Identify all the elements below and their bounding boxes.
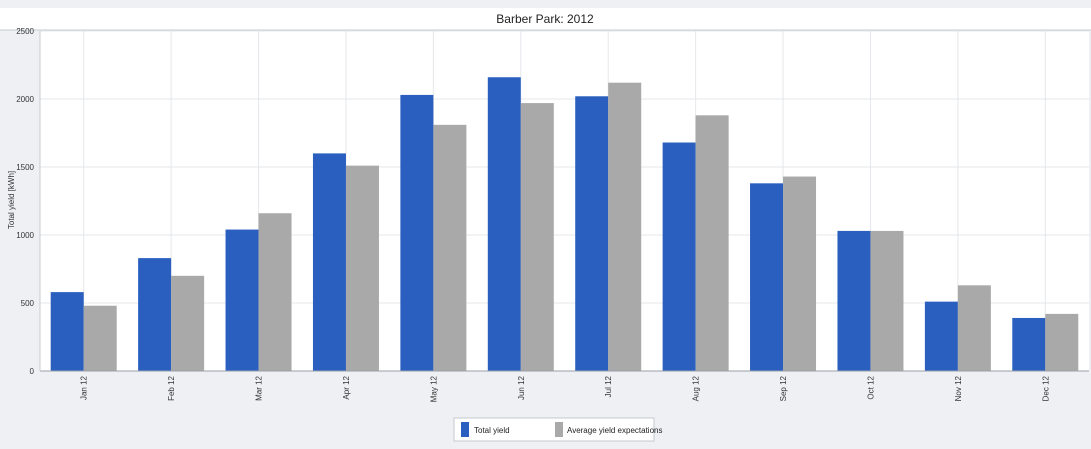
bar-average-yield-5 bbox=[520, 103, 554, 371]
x-tick-label: Oct 12 bbox=[866, 375, 875, 399]
y-tick-label: 0 bbox=[30, 367, 35, 376]
x-tick-label: Jul 12 bbox=[604, 375, 613, 397]
bar-total-yield-11 bbox=[1012, 317, 1046, 371]
bar-total-yield-6 bbox=[575, 96, 609, 371]
chart-title-bar bbox=[0, 8, 1091, 30]
bar-average-yield-9 bbox=[870, 230, 904, 371]
bar-average-yield-1 bbox=[171, 275, 205, 371]
bar-total-yield-10 bbox=[924, 301, 958, 371]
bar-average-yield-0 bbox=[83, 305, 117, 371]
x-tick-label: May 12 bbox=[429, 375, 438, 402]
legend-label-average-yield: Average yield expectations bbox=[567, 426, 662, 435]
bar-average-yield-4 bbox=[433, 124, 467, 371]
x-tick-label: Sep 12 bbox=[779, 375, 788, 401]
legend-box bbox=[453, 417, 655, 442]
y-tick-labels: 0 500 1000 1500 2000 2500 bbox=[16, 27, 34, 376]
y-tick-label: 2000 bbox=[16, 95, 34, 104]
y-tick-label: 500 bbox=[21, 299, 35, 308]
legend-swatch-average-yield bbox=[555, 422, 563, 437]
x-tick-label: Apr 12 bbox=[342, 375, 351, 399]
x-tick-label: Nov 12 bbox=[954, 375, 963, 401]
bar-average-yield-8 bbox=[783, 176, 817, 371]
bar-total-yield-8 bbox=[750, 183, 784, 371]
bar-average-yield-7 bbox=[695, 115, 729, 371]
legend: Total yield Average yield expectations bbox=[453, 417, 662, 442]
x-tick-labels: Jan 12 Feb 12 Mar 12 Apr 12 May 12 Jun 12 Jul … bbox=[80, 375, 1051, 402]
bar-average-yield-11 bbox=[1045, 313, 1079, 371]
bar-total-yield-7 bbox=[662, 142, 696, 371]
bar-average-yield-10 bbox=[957, 285, 991, 371]
axes bbox=[39, 31, 1089, 372]
y-tick-label: 2500 bbox=[16, 27, 34, 36]
bars bbox=[50, 77, 1079, 372]
x-tick-label: Feb 12 bbox=[167, 375, 176, 400]
legend-label-total-yield: Total yield bbox=[474, 426, 510, 435]
bar-total-yield-4 bbox=[400, 94, 434, 372]
bar-total-yield-5 bbox=[487, 77, 521, 372]
x-tick-label: Jan 12 bbox=[80, 375, 89, 400]
bar-total-yield-0 bbox=[50, 292, 84, 371]
bar-total-yield-9 bbox=[837, 230, 871, 371]
bar-average-yield-3 bbox=[345, 165, 379, 371]
y-tick-label: 1500 bbox=[16, 163, 34, 172]
x-tick-label: Dec 12 bbox=[1041, 375, 1050, 401]
chart-title: Barber Park: 2012 bbox=[496, 12, 594, 26]
x-tick-label: Aug 12 bbox=[692, 375, 701, 401]
bar-average-yield-6 bbox=[608, 82, 642, 372]
bar-average-yield-2 bbox=[258, 213, 292, 371]
x-tick-label: Jun 12 bbox=[517, 375, 526, 400]
bar-total-yield-3 bbox=[312, 153, 346, 371]
plot-area bbox=[40, 31, 1089, 371]
x-tick-label: Mar 12 bbox=[255, 375, 264, 400]
bar-total-yield-2 bbox=[225, 229, 259, 371]
y-tick-label: 1000 bbox=[16, 231, 34, 240]
y-axis-title: Total yield [kWh] bbox=[7, 171, 16, 229]
bar-total-yield-1 bbox=[138, 258, 172, 371]
legend-swatch-total-yield bbox=[461, 422, 469, 437]
